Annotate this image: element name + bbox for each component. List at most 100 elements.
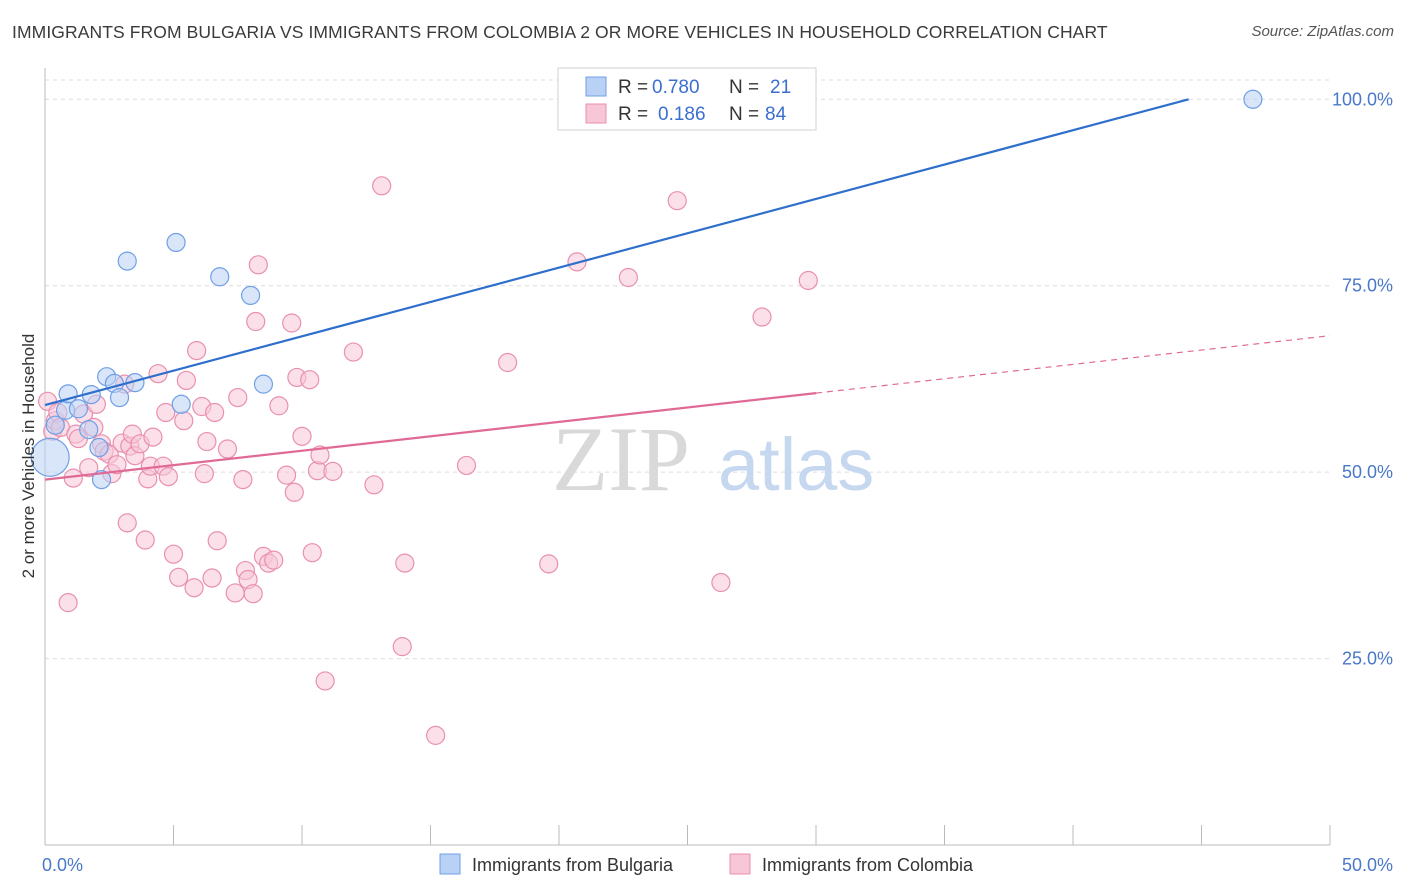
colombia-point (169, 567, 189, 587)
colombia-point (323, 461, 343, 481)
watermark: ZIP atlas (552, 408, 874, 510)
y-tick-label: 25.0% (1342, 649, 1393, 669)
colombia-point (292, 426, 312, 446)
colombia-point (310, 445, 330, 465)
colombia-trend-line (44, 392, 817, 481)
colombia-point (276, 465, 297, 485)
trend-layer (44, 98, 1331, 481)
colombia-point (217, 439, 238, 459)
legend-n-label-1: N = (729, 77, 759, 98)
colombia-point (58, 593, 78, 613)
colombia-point (798, 270, 818, 291)
colombia-point (187, 340, 207, 361)
y-axis-label: 2 or more Vehicles in Household (19, 334, 38, 579)
colombia-point (264, 550, 284, 570)
legend-r-value-2: 0.186 (658, 104, 706, 125)
colombia-point (163, 544, 184, 564)
colombia-point (246, 311, 266, 332)
colombia-point (135, 530, 155, 550)
colombia-point (207, 531, 227, 551)
chart-source: Source: ZipAtlas.com (1251, 23, 1394, 40)
bulgaria-point (89, 437, 109, 458)
legend-swatch-colombia (585, 103, 607, 124)
legend-r-label-1: R = (618, 77, 648, 98)
x-tick-label-min: 0.0% (42, 855, 83, 875)
colombia-point (426, 725, 446, 745)
colombia-point (205, 402, 225, 423)
bulgaria-point (171, 394, 191, 414)
series-colombia (37, 176, 818, 745)
colombia-point (194, 464, 214, 484)
legend: R = 0.780 N = 21 R = 0.186 N = 84 (557, 67, 817, 131)
colombia-point (117, 513, 137, 533)
colombia-point (395, 553, 415, 573)
bottom-legend: Immigrants from Bulgaria Immigrants from… (439, 853, 974, 875)
bulgaria-point (253, 374, 274, 394)
legend-r-value-1: 0.780 (652, 77, 700, 98)
bulgaria-point (241, 285, 261, 306)
colombia-point (315, 671, 335, 691)
colombia-point (364, 475, 384, 495)
series-layer (30, 89, 1263, 745)
y-tick-label: 75.0% (1342, 276, 1393, 296)
colombia-point (176, 370, 196, 391)
colombia-point (233, 470, 253, 490)
colombia-point (498, 352, 518, 373)
bottom-legend-label-colombia: Immigrants from Colombia (762, 855, 974, 875)
colombia-point (174, 411, 194, 431)
watermark-zip: ZIP (552, 408, 690, 510)
x-tick-label-max: 50.0% (1342, 855, 1393, 875)
colombia-point (248, 255, 268, 275)
colombia-point (284, 482, 304, 502)
y-tick-label: 50.0% (1342, 462, 1393, 482)
bottom-legend-swatch-bulgaria (439, 853, 461, 875)
y-tick-label: 100.0% (1332, 89, 1393, 109)
legend-swatch-bulgaria (585, 76, 607, 97)
bulgaria-trend-line (44, 98, 1189, 407)
colombia-point (225, 583, 245, 603)
colombia-point (282, 313, 302, 333)
legend-n-label-2: N = (729, 104, 759, 125)
colombia-point (343, 342, 363, 362)
colombia-point (711, 572, 731, 593)
colombia-point (667, 191, 687, 211)
colombia-point (372, 176, 392, 196)
bulgaria-point (166, 232, 186, 253)
y-tick-labels: 25.0% 50.0% 75.0% 100.0% (1332, 89, 1393, 668)
legend-n-value-2: 84 (765, 104, 787, 125)
colombia-point (456, 455, 477, 476)
colombia-point (618, 267, 638, 288)
bulgaria-point (1243, 89, 1263, 109)
colombia-point (302, 543, 322, 563)
bulgaria-point (30, 437, 70, 477)
watermark-atlas: atlas (718, 423, 874, 506)
chart-title: IMMIGRANTS FROM BULGARIA VS IMMIGRANTS F… (12, 22, 1108, 42)
bulgaria-point (210, 267, 230, 287)
colombia-point (184, 578, 204, 598)
colombia-point (156, 402, 176, 423)
colombia-point (269, 396, 289, 416)
colombia-point (197, 431, 217, 452)
colombia-point (300, 370, 320, 390)
legend-r-label-2: R = (618, 104, 648, 125)
bulgaria-point (68, 399, 89, 419)
colombia-point (107, 455, 127, 475)
bottom-legend-label-bulgaria: Immigrants from Bulgaria (472, 855, 674, 875)
bulgaria-point (45, 415, 65, 435)
x-tick-labels: 0.0% 50.0% (42, 855, 1393, 875)
bulgaria-point (79, 420, 99, 440)
colombia-point (392, 637, 412, 657)
colombia-point (202, 568, 222, 588)
colombia-point (158, 467, 178, 487)
colombia-point (143, 427, 163, 447)
series-bulgaria (30, 89, 1263, 490)
colombia-point (539, 554, 559, 574)
colombia-point (243, 584, 263, 604)
colombia-point (228, 387, 248, 408)
bulgaria-point (117, 251, 137, 271)
bulgaria-point (109, 387, 130, 408)
colombia-point (79, 458, 99, 478)
legend-n-value-1: 21 (770, 77, 791, 98)
bulgaria-point (91, 470, 112, 490)
